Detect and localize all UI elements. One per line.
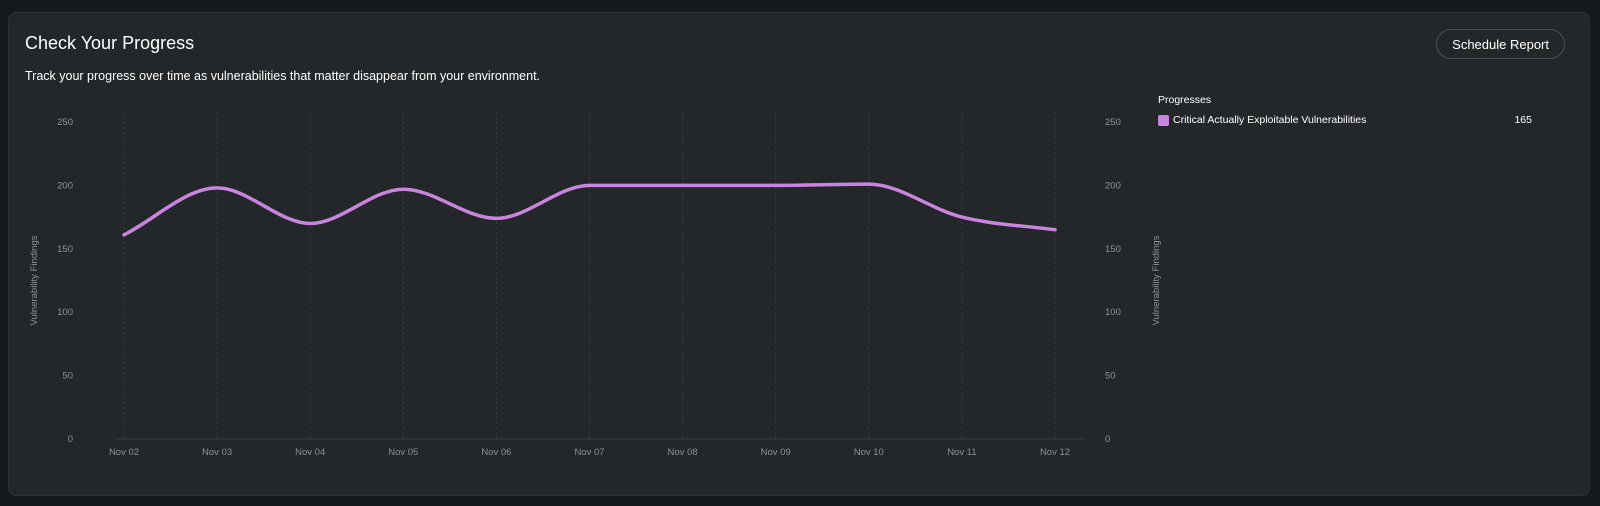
data-point — [1053, 228, 1057, 231]
x-tick-label: Nov 09 — [761, 447, 791, 458]
progress-card: Check Your Progress Track your progress … — [8, 12, 1590, 496]
y-tick-label-right: 0 — [1105, 434, 1110, 445]
y-tick-label-right: 250 — [1105, 117, 1121, 128]
data-point — [960, 215, 964, 219]
legend-title: Progresses — [1158, 94, 1212, 106]
x-tick-label: Nov 12 — [1040, 447, 1070, 458]
x-tick-label: Nov 10 — [854, 447, 884, 458]
x-tick-label: Nov 06 — [481, 447, 511, 458]
data-point — [495, 217, 498, 220]
y-tick-label-left: 200 — [57, 180, 73, 191]
card-subtitle: Track your progress over time as vulnera… — [25, 69, 541, 83]
x-tick-label: Nov 05 — [388, 447, 418, 458]
y-tick-label-right: 200 — [1105, 180, 1121, 191]
card-title: Check Your Progress — [25, 33, 195, 53]
legend-item[interactable]: Critical Actually Exploitable Vulnerabil… — [1158, 112, 1532, 128]
data-point — [588, 184, 591, 187]
legend-swatch-icon — [1158, 114, 1169, 126]
data-point — [122, 233, 126, 237]
x-tick-label: Nov 11 — [947, 447, 976, 458]
y-tick-label-right: 100 — [1105, 307, 1121, 318]
x-tick-label: Nov 08 — [668, 447, 698, 458]
x-tick-label: Nov 07 — [574, 447, 604, 458]
legend-item-label: Critical Actually Exploitable Vulnerabil… — [1173, 114, 1367, 126]
schedule-report-button[interactable]: Schedule Report — [1436, 29, 1565, 59]
legend-item-value: 165 — [1514, 114, 1532, 126]
data-point — [215, 186, 219, 190]
y-axis-title-left: Vulnerability Findings — [29, 235, 40, 325]
y-tick-label-left: 50 — [62, 371, 73, 382]
y-tick-label-right: 150 — [1105, 244, 1121, 255]
y-tick-label-left: 0 — [68, 434, 73, 445]
y-axis-title-right: Vulnerability Findings — [1151, 235, 1162, 325]
data-point — [402, 188, 405, 191]
y-tick-label-left: 150 — [57, 244, 73, 255]
data-point — [774, 184, 777, 187]
x-tick-label: Nov 02 — [109, 447, 139, 458]
data-point — [309, 222, 312, 225]
x-tick-label: Nov 04 — [295, 447, 325, 458]
data-point — [681, 184, 684, 187]
y-tick-label-right: 50 — [1105, 371, 1116, 382]
series-line — [122, 182, 1057, 237]
y-tick-label-left: 250 — [57, 117, 73, 128]
chart-legend: Progresses Critical Actually Exploitable… — [1158, 94, 1532, 128]
data-point — [867, 182, 870, 186]
x-tick-label: Nov 03 — [202, 447, 232, 458]
y-tick-label-left: 100 — [57, 307, 73, 318]
